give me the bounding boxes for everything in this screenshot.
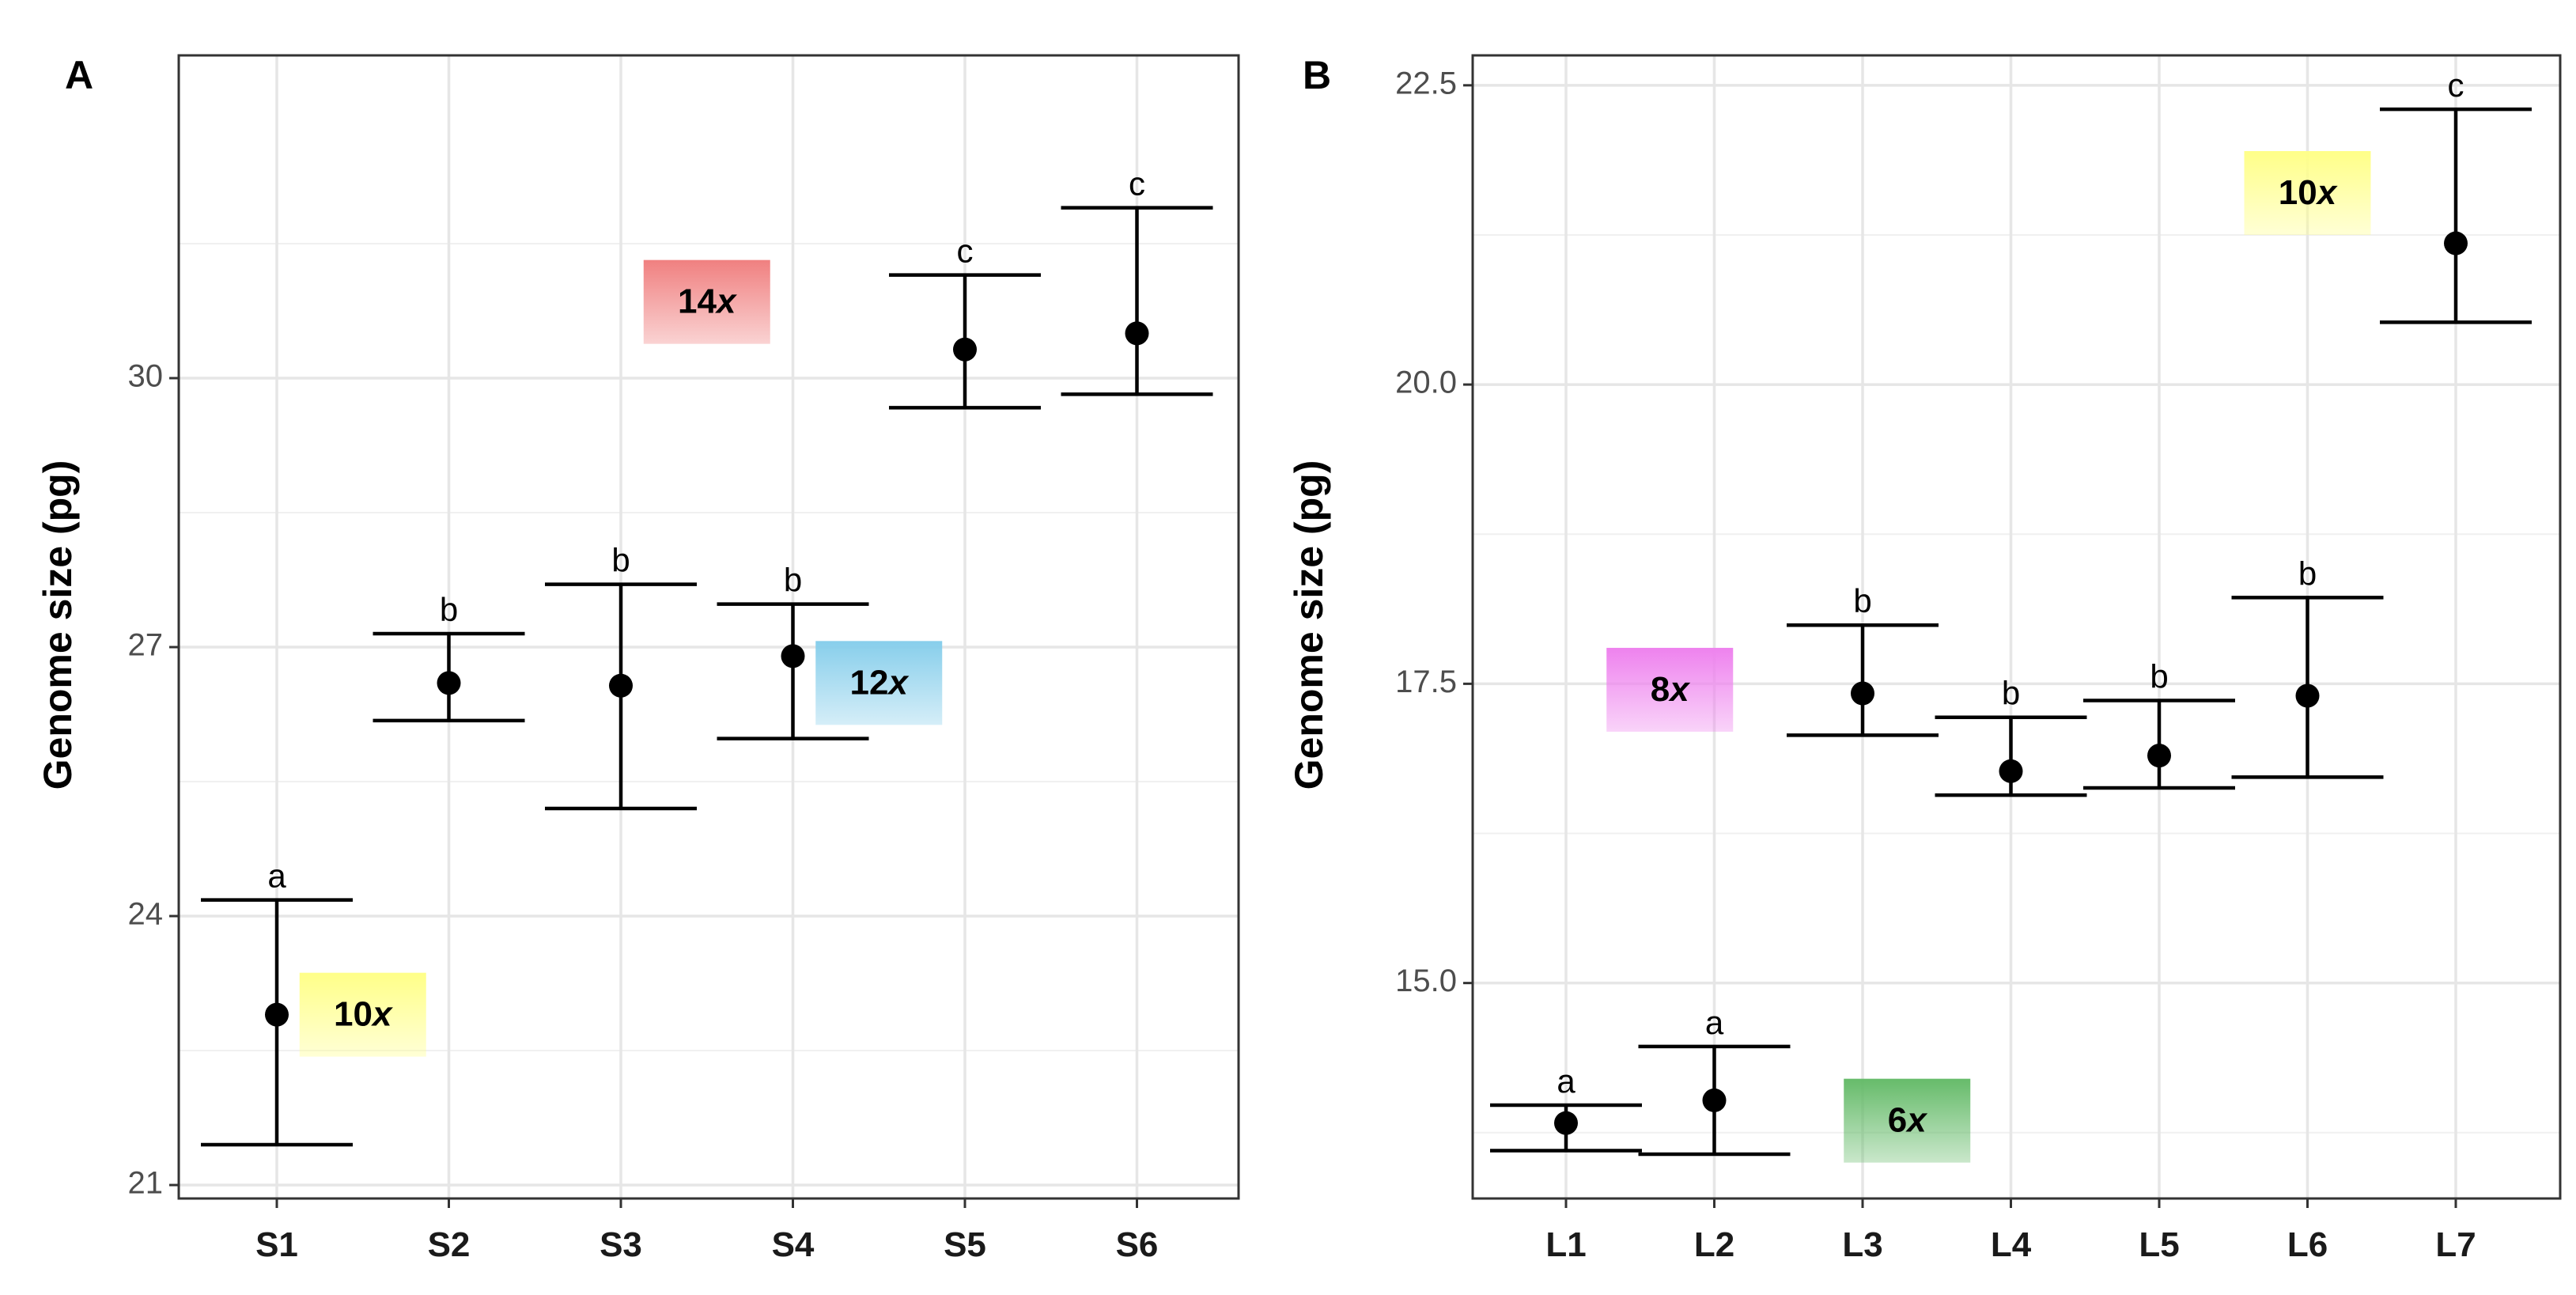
panel-a-point-s6: c [1061,165,1213,396]
panel-b-x-tick-label: L7 [2435,1225,2476,1264]
panel-a: A Genome size (pg) 14x 12x 10x a b b b c c 21 24… [36,53,1240,1264]
panel-a-tag: A [65,53,93,97]
panel-a-x-tick-label: S4 [772,1225,815,1264]
panel-b-x-tick-label: L3 [1842,1225,1882,1264]
panel-a-ploidy-text: 14x [678,282,737,320]
panel-b-point-l5: b [2083,658,2235,790]
panel-a-y-tick-label: 27 [128,628,164,663]
panel-b-ploidy-box [1844,1078,1971,1163]
significance-letter: b [2298,555,2317,592]
significance-letter: b [440,591,458,628]
panel-a-ploidy-label: 10x [299,972,426,1057]
panel-b-tag: B [1303,53,1331,97]
mean-point [1554,1111,1578,1135]
panel-a-x-tick-label: S5 [944,1225,986,1264]
significance-letter: b [2002,675,2020,712]
panel-a-ploidy-text: 12x [850,663,910,702]
panel-a-point-s1: a [201,858,353,1147]
significance-letter: a [1705,1004,1724,1041]
panel-b-ploidy-label: 10x [2244,151,2371,236]
panel-a-point-s3: b [545,542,697,811]
panel-b-ploidy-text: 8x [1651,670,1690,709]
panel-a-ploidy-box [299,972,426,1057]
panel-a-ploidy-label: 12x [815,641,943,725]
significance-letter: a [1557,1062,1575,1100]
significance-letter: c [1129,165,1145,203]
panel-b-x-tick-label: L5 [2139,1225,2179,1264]
significance-letter: c [2448,66,2464,104]
mean-point [953,337,977,362]
mean-point [781,644,805,668]
panel-a-point-s4: b [717,562,869,740]
panel-a-ploidy-box [815,641,943,725]
mean-point [1851,681,1874,706]
panel-a-point-s2: b [373,591,525,723]
panel-b-ploidy-box [1606,647,1734,732]
panel-a-point-s5: c [889,233,1041,410]
panel-b: B Genome size (pg) 10x 8x 6x a a b b b b c 15.0 1… [1287,53,2562,1264]
panel-b-point-l3: b [1787,582,1939,737]
panel-b-ploidy-label: 6x [1844,1078,1971,1163]
panel-b-x-tick-label: L2 [1694,1225,1734,1264]
panel-b-ploidy-text: 10x [2279,173,2338,212]
significance-letter: c [957,233,974,270]
panel-b-point-l4: b [1935,675,2087,797]
panel-b-ploidy-label: 8x [1606,647,1734,732]
mean-point [1999,759,2023,783]
panel-a-y-axis-title: Genome size (pg) [36,460,80,790]
panel-a-y-tick-label: 24 [128,897,164,932]
significance-letter: b [784,562,802,599]
panel-b-y-axis-title: Genome size (pg) [1287,460,1331,790]
panel-b-x-tick-label: L6 [2287,1225,2328,1264]
panel-a-border [177,54,1240,1200]
significance-letter: b [1853,582,1871,619]
panel-b-x-tick-label: L4 [1991,1225,2032,1264]
mean-point [2147,744,2171,768]
panel-b-point-l1: a [1490,1062,1642,1153]
panel-b-y-tick-label: 15.0 [1395,964,1457,998]
mean-point [2295,683,2320,708]
significance-letter: b [2150,658,2168,695]
panel-a-x-tick-label: S2 [428,1225,471,1264]
panel-a-y-tick-label: 30 [128,359,164,394]
mean-point [1125,321,1149,346]
panel-b-ploidy-text: 6x [1888,1100,1927,1139]
panel-a-y-tick-label: 21 [128,1166,164,1201]
panel-b-border [1471,54,2562,1200]
panel-a-x-tick-label: S3 [600,1225,642,1264]
panel-b-y-tick-label: 22.5 [1395,66,1457,100]
panel-b-y-tick-label: 17.5 [1395,665,1457,699]
panel-b-ploidy-box [2244,151,2371,236]
panel-a-ploidy-box [643,259,770,344]
mean-point [437,671,461,695]
panel-b-x-tick-label: L1 [1545,1225,1586,1264]
mean-point [265,1002,289,1027]
panel-a-x-tick-label: S6 [1116,1225,1159,1264]
mean-point [1702,1088,1727,1112]
panel-a-ploidy-text: 10x [334,994,393,1033]
panel-a-ploidy-label: 14x [643,259,770,344]
panel-b-point-l6: b [2231,555,2384,779]
mean-point [609,673,633,698]
panel-b-point-l2: a [1638,1004,1791,1157]
panel-a-x-tick-label: S1 [255,1225,298,1264]
significance-letter: a [267,858,286,895]
panel-b-y-tick-label: 20.0 [1395,365,1457,400]
panel-b-point-l7: c [2380,66,2532,324]
mean-point [2444,231,2468,256]
significance-letter: b [611,542,630,579]
